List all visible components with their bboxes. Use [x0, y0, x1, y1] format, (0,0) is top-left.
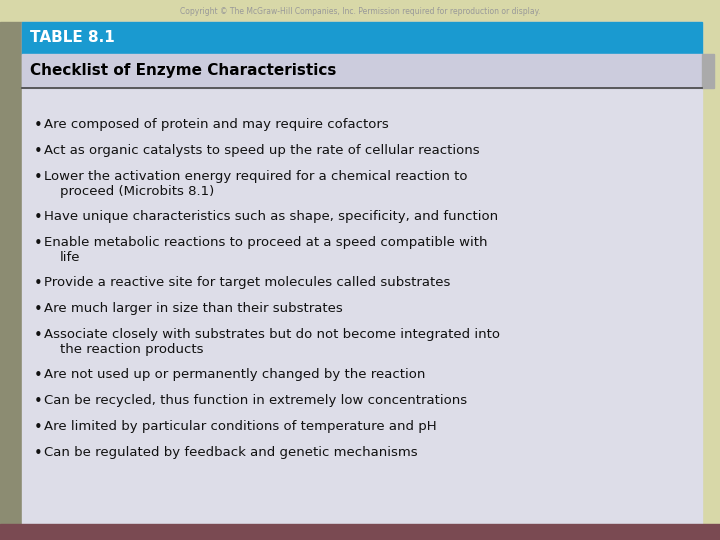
Text: •: • — [34, 170, 42, 185]
Text: •: • — [34, 276, 42, 291]
Text: Act as organic catalysts to speed up the rate of cellular reactions: Act as organic catalysts to speed up the… — [44, 144, 480, 157]
Bar — [0, 22, 22, 532]
Text: life: life — [60, 251, 81, 264]
Text: proceed (Microbits 8.1): proceed (Microbits 8.1) — [60, 185, 215, 198]
Text: Copyright © The McGraw-Hill Companies, Inc. Permission required for reproduction: Copyright © The McGraw-Hill Companies, I… — [180, 8, 540, 17]
Text: •: • — [34, 118, 42, 133]
Text: •: • — [34, 302, 42, 317]
Text: the reaction products: the reaction products — [60, 343, 204, 356]
Text: Associate closely with substrates but do not become integrated into: Associate closely with substrates but do… — [44, 328, 500, 341]
Text: Checklist of Enzyme Characteristics: Checklist of Enzyme Characteristics — [30, 64, 336, 78]
Text: Are composed of protein and may require cofactors: Are composed of protein and may require … — [44, 118, 389, 131]
Text: •: • — [34, 328, 42, 343]
Text: •: • — [34, 368, 42, 383]
Text: •: • — [34, 394, 42, 409]
Text: Enable metabolic reactions to proceed at a speed compatible with: Enable metabolic reactions to proceed at… — [44, 236, 487, 249]
Text: •: • — [34, 236, 42, 251]
Text: TABLE 8.1: TABLE 8.1 — [30, 30, 114, 45]
Bar — [22, 54, 702, 88]
Text: Provide a reactive site for target molecules called substrates: Provide a reactive site for target molec… — [44, 276, 451, 289]
Text: •: • — [34, 446, 42, 461]
Text: Can be regulated by feedback and genetic mechanisms: Can be regulated by feedback and genetic… — [44, 446, 418, 459]
Text: Lower the activation energy required for a chemical reaction to: Lower the activation energy required for… — [44, 170, 467, 183]
Text: •: • — [34, 210, 42, 225]
Text: Are limited by particular conditions of temperature and pH: Are limited by particular conditions of … — [44, 420, 436, 433]
Text: Can be recycled, thus function in extremely low concentrations: Can be recycled, thus function in extrem… — [44, 394, 467, 407]
Text: Have unique characteristics such as shape, specificity, and function: Have unique characteristics such as shap… — [44, 210, 498, 223]
Text: Are much larger in size than their substrates: Are much larger in size than their subst… — [44, 302, 343, 315]
Bar — [0, 524, 720, 540]
Bar — [22, 22, 702, 54]
Text: •: • — [34, 144, 42, 159]
Text: Are not used up or permanently changed by the reaction: Are not used up or permanently changed b… — [44, 368, 426, 381]
Bar — [702, 54, 714, 88]
Text: •: • — [34, 420, 42, 435]
